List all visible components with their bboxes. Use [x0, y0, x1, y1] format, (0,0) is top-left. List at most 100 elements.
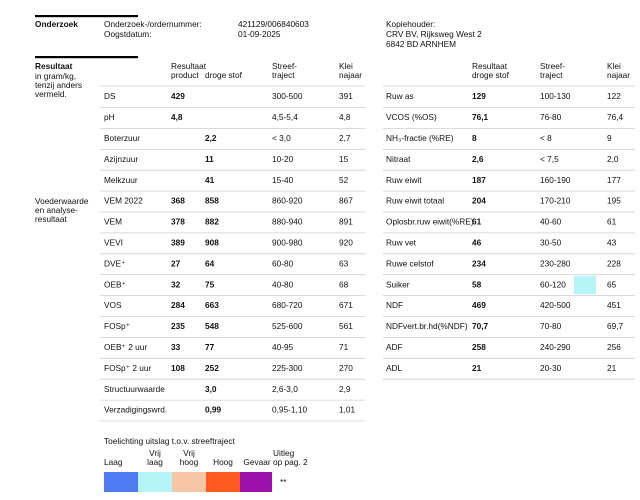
cell-label: Ruwe celstof: [386, 258, 434, 268]
column-header: najaar: [339, 70, 362, 80]
cell-label: Structuurwaarde: [104, 384, 165, 394]
column-header: Streef-: [540, 61, 565, 71]
cell-reference: 2,0: [607, 154, 619, 164]
legend-label: Gevaar: [243, 457, 270, 467]
cell-dry: 258: [472, 342, 486, 352]
header-title: Onderzoek: [35, 19, 78, 29]
legend-explanation: op pag. 2: [273, 457, 308, 467]
field-value: 421129/006840603: [238, 19, 309, 29]
legend-title: Toelichting uitslag t.o.v. streeftraject: [104, 436, 236, 446]
cell-reference: 671: [339, 300, 353, 310]
section-subtitle: in gram/kg,: [35, 71, 76, 81]
section-title: Resultaat: [35, 61, 73, 71]
cell-target: 70-80: [540, 321, 562, 331]
cell-reference: 76,4: [607, 112, 624, 122]
cell-label: Oplosbr.ruw eiwit(%RE): [386, 217, 474, 227]
cell-reference: 2,7: [339, 133, 351, 143]
cell-label: pH: [104, 112, 115, 122]
cell-reference: 451: [607, 300, 621, 310]
column-header: traject: [540, 70, 563, 80]
cell-target: 240-290: [540, 342, 571, 352]
cell-target: 2,6-3,0: [272, 384, 298, 394]
column-header: traject: [272, 70, 295, 80]
cell-product: 108: [171, 363, 185, 373]
cell-dry: 3,0: [205, 384, 217, 394]
cell-reference: 920: [339, 237, 353, 247]
legend-swatch: [240, 472, 272, 492]
cell-target: 680-720: [272, 300, 303, 310]
cell-target: 40-60: [540, 217, 562, 227]
legend-swatch: [104, 472, 138, 492]
cell-target: 40-80: [272, 279, 294, 289]
column-header: Resultaat: [472, 61, 508, 71]
field-label: Oogstdatum:: [104, 29, 152, 39]
cell-product: 368: [171, 196, 185, 206]
cell-reference: 4,8: [339, 112, 351, 122]
cell-product: 389: [171, 237, 185, 247]
cell-label: DS: [104, 91, 116, 101]
cell-dry: 187: [472, 175, 486, 185]
cell-dry: 21: [472, 363, 482, 373]
section-subtitle: vermeld.: [35, 89, 67, 99]
cell-target: 225-300: [272, 363, 303, 373]
cell-reference: 69,7: [607, 321, 624, 331]
cell-dry: 858: [205, 196, 219, 206]
cell-dry: 76,1: [472, 112, 489, 122]
cell-target: 10-20: [272, 154, 294, 164]
field-label: Onderzoek-/ordernummer:: [104, 19, 202, 29]
cell-label: Melkzuur: [104, 175, 138, 185]
feed-title: en analyse-: [35, 205, 78, 215]
cell-label: Azijnzuur: [104, 154, 138, 164]
cell-reference: 270: [339, 363, 353, 373]
legend-label: Hoog: [213, 457, 233, 467]
cell-product: 235: [171, 321, 185, 331]
cell-dry: 882: [205, 217, 219, 227]
legend-mark: **: [280, 477, 287, 487]
cell-target: 60-80: [272, 258, 294, 268]
cell-product: 27: [171, 258, 181, 268]
cell-dry: 11: [205, 154, 214, 164]
cell-label: NH₃-fractie (%RE): [386, 133, 454, 143]
cell-reference: 195: [607, 196, 621, 206]
cell-label: VCOS (%OS): [386, 112, 437, 122]
copy-holder-label: Kopiehouder:: [386, 19, 435, 29]
cell-dry: 252: [205, 363, 219, 373]
cell-target: < 3,0: [272, 133, 291, 143]
cell-target: 170-210: [540, 196, 571, 206]
feed-title: Voederwaarde: [35, 196, 89, 206]
cell-reference: 21: [607, 363, 617, 373]
cell-dry: 0,99: [205, 405, 222, 415]
section-subtitle: tenzij anders: [35, 80, 82, 90]
cell-reference: 391: [339, 91, 353, 101]
cell-target: 420-500: [540, 300, 571, 310]
cell-reference: 561: [339, 321, 353, 331]
cell-dry: 2,6: [472, 154, 484, 164]
cell-reference: 43: [607, 237, 617, 247]
cell-label: Ruw as: [386, 91, 414, 101]
cell-target: < 8: [540, 133, 552, 143]
cell-target: 60-120: [540, 279, 566, 289]
legend-swatch: [172, 472, 206, 492]
cell-dry: 61: [472, 217, 482, 227]
cell-reference: 122: [607, 91, 621, 101]
cell-reference: 71: [339, 342, 349, 352]
cell-reference: 1,01: [339, 405, 356, 415]
cell-dry: 204: [472, 196, 486, 206]
cell-reference: 63: [339, 258, 349, 268]
cell-label: Suiker: [386, 279, 410, 289]
cell-product: 284: [171, 300, 185, 310]
cell-product: 4,8: [171, 112, 183, 122]
cell-dry: 58: [472, 279, 482, 289]
cell-dry: 8: [472, 133, 477, 143]
cell-target: 300-500: [272, 91, 303, 101]
cell-dry: 46: [472, 237, 482, 247]
column-header: Klei: [339, 61, 353, 71]
rule: [35, 15, 138, 18]
cell-label: Verzadigingswrd.: [104, 405, 167, 415]
cell-target: 20-30: [540, 363, 562, 373]
cell-label: Boterzuur: [104, 133, 140, 143]
cell-target: 160-190: [540, 175, 571, 185]
cell-product: 429: [171, 91, 185, 101]
